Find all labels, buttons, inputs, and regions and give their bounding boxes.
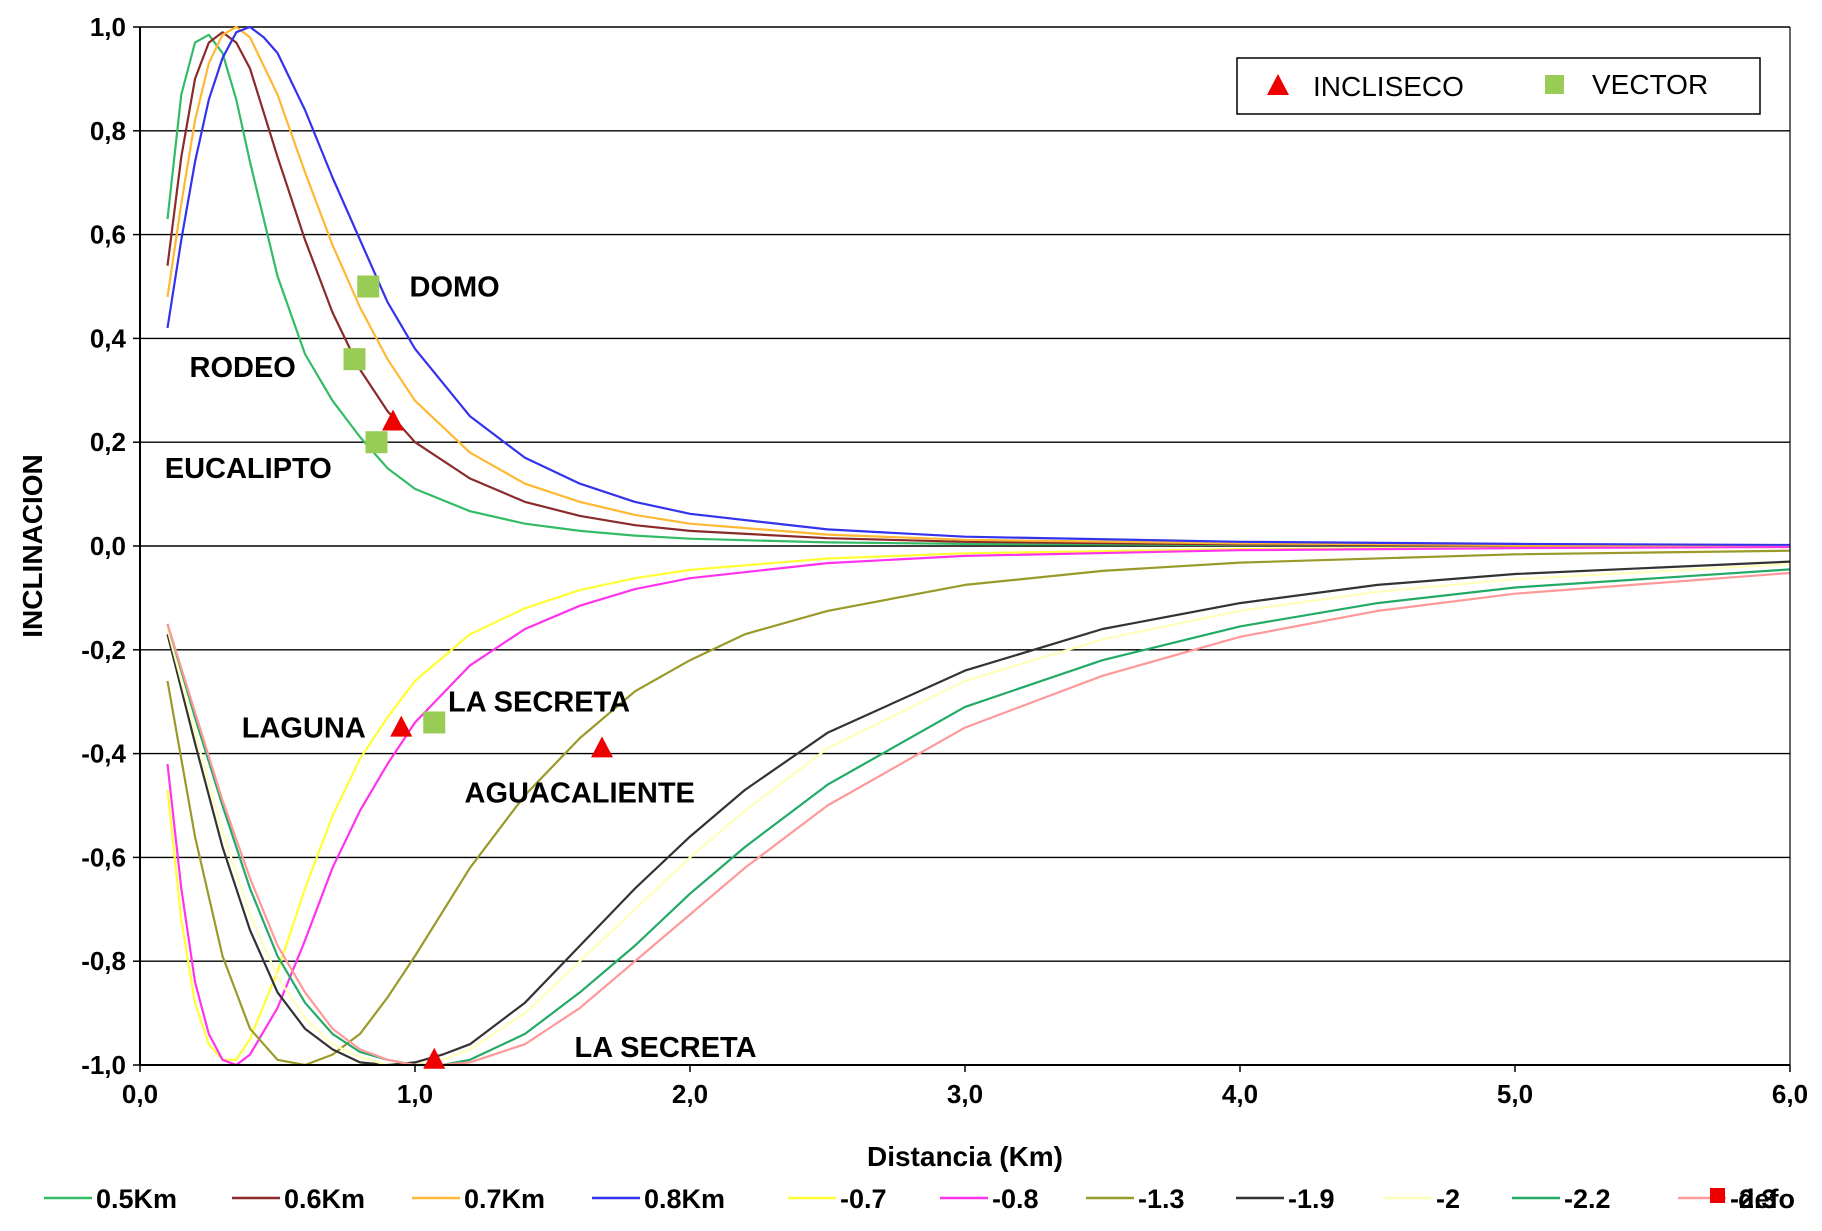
x-tick-label: 3,0	[947, 1079, 983, 1109]
x-axis-title: Distancia (Km)	[867, 1141, 1063, 1172]
legend-label-2: -2	[1436, 1184, 1460, 1214]
y-tick-label: 0,6	[90, 220, 126, 250]
legend-inset-box	[1236, 57, 1761, 115]
legend-vector-label: VECTOR	[1592, 69, 1708, 100]
tick-labels: 1,00,80,60,40,20,0-0,2-0,4-0,6-0,8-1,00,…	[81, 12, 1808, 1109]
legend-defo-marker	[1710, 1188, 1725, 1203]
series-line-2-2	[166, 568, 1791, 1067]
vector-marker	[343, 348, 366, 371]
legend-label-0-5km: 0.5Km	[96, 1184, 177, 1214]
series-line-0-8	[166, 545, 1791, 1067]
x-tick-label: 4,0	[1222, 1079, 1258, 1109]
y-tick-label: 0,0	[90, 531, 126, 561]
x-tick-label: 2,0	[672, 1079, 708, 1109]
annotation-rodeo: RODEO	[190, 352, 296, 384]
x-tick-label: 5,0	[1497, 1079, 1533, 1109]
legend-label-2-2: -2.2	[1564, 1184, 1611, 1214]
incliseco-marker	[591, 736, 613, 758]
vector-marker	[365, 431, 388, 454]
incliseco-marker	[390, 715, 413, 737]
y-tick-label: -0,6	[81, 842, 126, 872]
annotation-la-secreta: LA SECRETA	[448, 687, 630, 719]
y-tick-label: -1,0	[81, 1050, 126, 1080]
series-lines	[166, 25, 1791, 1067]
incliseco-marker	[382, 409, 404, 431]
incliseco-marker	[423, 1047, 446, 1069]
x-tick-label: 6,0	[1772, 1079, 1808, 1109]
annotation-la-secreta: LA SECRETA	[575, 1032, 757, 1064]
y-tick-label: -0,4	[81, 739, 126, 769]
annotation-aguacaliente: AGUACALIENTE	[465, 778, 695, 810]
series-line-0-6km	[166, 31, 1791, 548]
y-tick-label: 0,8	[90, 116, 126, 146]
y-tick-label: -0,8	[81, 946, 126, 976]
legend-label-0-7km: 0.7Km	[464, 1184, 545, 1214]
series-line-2	[166, 563, 1791, 1067]
series-line-0-7km	[166, 25, 1791, 547]
series-line-0-7	[166, 545, 1791, 1061]
annotation-eucalipto: EUCALIPTO	[165, 453, 332, 485]
legend-label-0-6km: 0.6Km	[284, 1184, 365, 1214]
series-line-1-9	[166, 560, 1791, 1067]
legend-label-0-7: -0.7	[840, 1184, 887, 1214]
x-tick-label: 1,0	[397, 1079, 433, 1109]
series-line-2-3	[166, 571, 1791, 1067]
series-line-0-8km	[166, 25, 1791, 547]
annotation-laguna: LAGUNA	[242, 713, 366, 745]
y-tick-label: -0,2	[81, 635, 126, 665]
annotations: DOMO RODEO EUCALIPTO LAGUNA LA SECRETA AGUACA…	[165, 272, 757, 1064]
vector-marker	[423, 711, 446, 734]
legend-vector-marker	[1545, 75, 1564, 94]
series-line-1-3	[166, 549, 1791, 1067]
y-tick-label: 0,2	[90, 427, 126, 457]
legend-defo-label: defo	[1738, 1184, 1795, 1214]
legend-inset: INCLISECO VECTOR	[1236, 57, 1761, 115]
legend-label-0-8km: 0.8Km	[644, 1184, 725, 1214]
axes	[133, 26, 1791, 1072]
legend-incliseco-marker	[1267, 74, 1289, 95]
legend-bottom: 0.5Km 0.6Km 0.7Km 0.8Km -0.7 -0.8 -1.3 -1.9 -2 -2…	[44, 1184, 1795, 1214]
y-axis-title: INCLINACION	[17, 454, 48, 638]
x-tick-label: 0,0	[122, 1079, 158, 1109]
legend-label-1-3: -1.3	[1138, 1184, 1185, 1214]
legend-label-2-3: -2.3	[1730, 1184, 1777, 1214]
legend-label-1-9: -1.9	[1288, 1184, 1335, 1214]
series-line-0-5km	[166, 33, 1791, 548]
y-tick-label: 0,4	[90, 323, 127, 353]
vector-marker	[357, 275, 380, 298]
legend-incliseco-label: INCLISECO	[1313, 71, 1464, 102]
y-tick-label: 1,0	[90, 12, 126, 42]
markers	[343, 275, 613, 1069]
annotation-domo: DOMO	[410, 272, 500, 304]
legend-label-0-8: -0.8	[992, 1184, 1039, 1214]
